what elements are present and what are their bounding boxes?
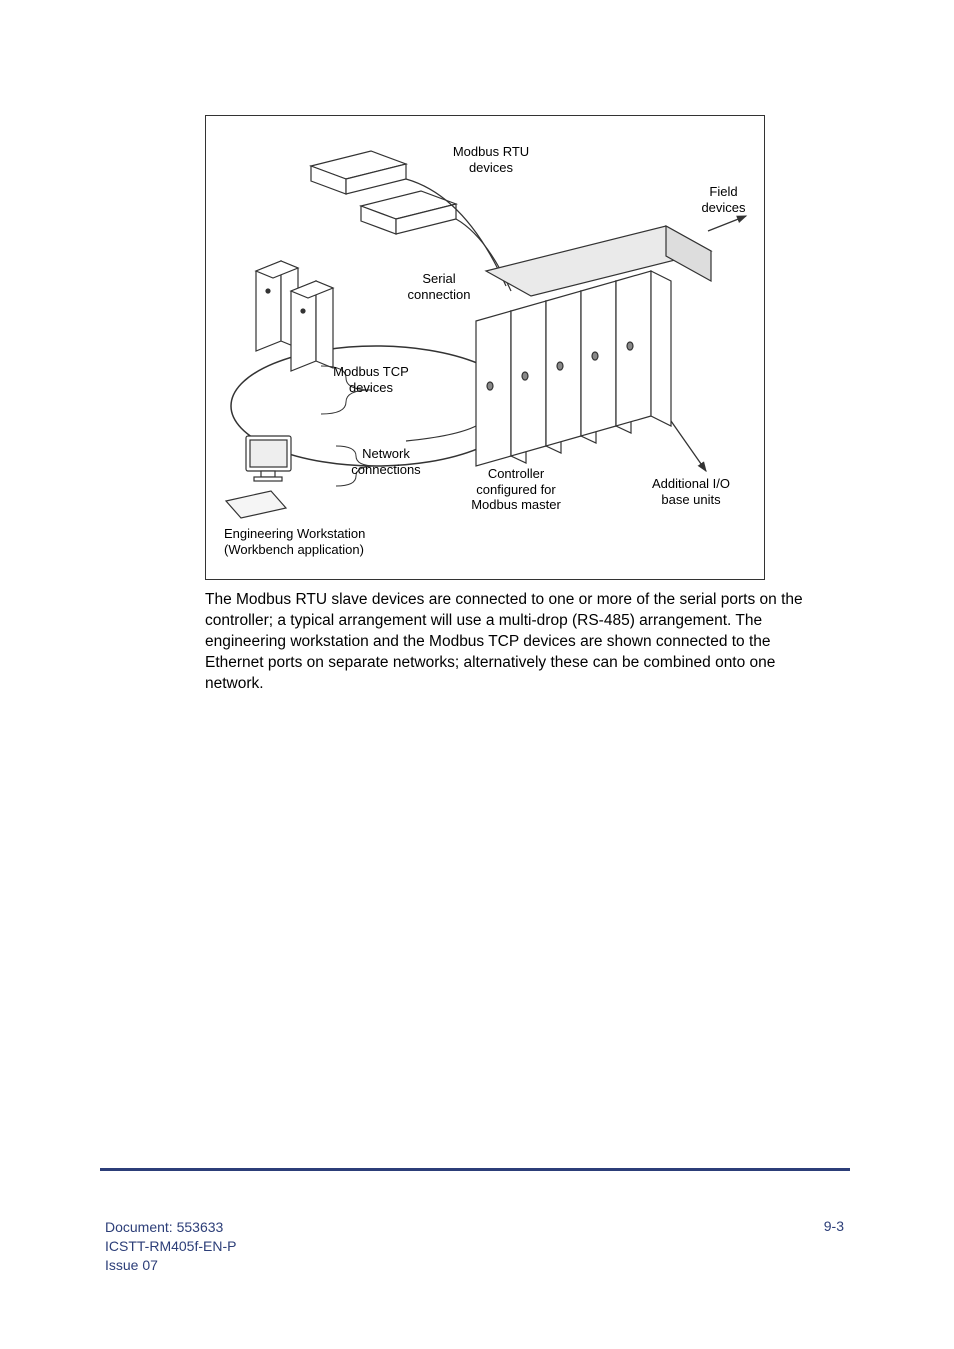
label-serial-conn: Serialconnection <box>394 271 484 302</box>
footer-page-number: 9-3 <box>824 1218 844 1234</box>
label-text: Serialconnection <box>408 271 471 302</box>
footer-doc-id: ICSTT-RM405f-EN-P <box>105 1237 236 1256</box>
page-content: Modbus RTUdevices Fielddevices Serialcon… <box>205 115 845 695</box>
label-text: Networkconnections <box>351 446 420 477</box>
footer-doc-label: Document: 553633 <box>105 1218 236 1237</box>
label-text: Controllerconfigured forModbus master <box>471 466 561 512</box>
label-workstation: Engineering Workstation(Workbench applic… <box>224 526 424 557</box>
label-text: Engineering Workstation(Workbench applic… <box>224 526 365 557</box>
label-controller: Controllerconfigured forModbus master <box>456 466 576 513</box>
label-additional-io: Additional I/Obase units <box>636 476 746 507</box>
label-modbus-tcp: Modbus TCPdevices <box>321 364 421 395</box>
footer-issue: Issue 07 <box>105 1256 236 1275</box>
label-text: Fielddevices <box>701 184 745 215</box>
label-text: Modbus TCPdevices <box>333 364 409 395</box>
label-text: Modbus RTUdevices <box>453 144 529 175</box>
label-modbus-rtu: Modbus RTUdevices <box>441 144 541 175</box>
label-text: Additional I/Obase units <box>652 476 730 507</box>
footer-rule <box>100 1168 850 1171</box>
body-paragraph: The Modbus RTU slave devices are connect… <box>205 590 825 695</box>
footer-left: Document: 553633 ICSTT-RM405f-EN-P Issue… <box>105 1218 236 1275</box>
system-diagram: Modbus RTUdevices Fielddevices Serialcon… <box>205 115 765 580</box>
label-field-devices: Fielddevices <box>691 184 756 215</box>
label-network-conn: Networkconnections <box>336 446 436 477</box>
